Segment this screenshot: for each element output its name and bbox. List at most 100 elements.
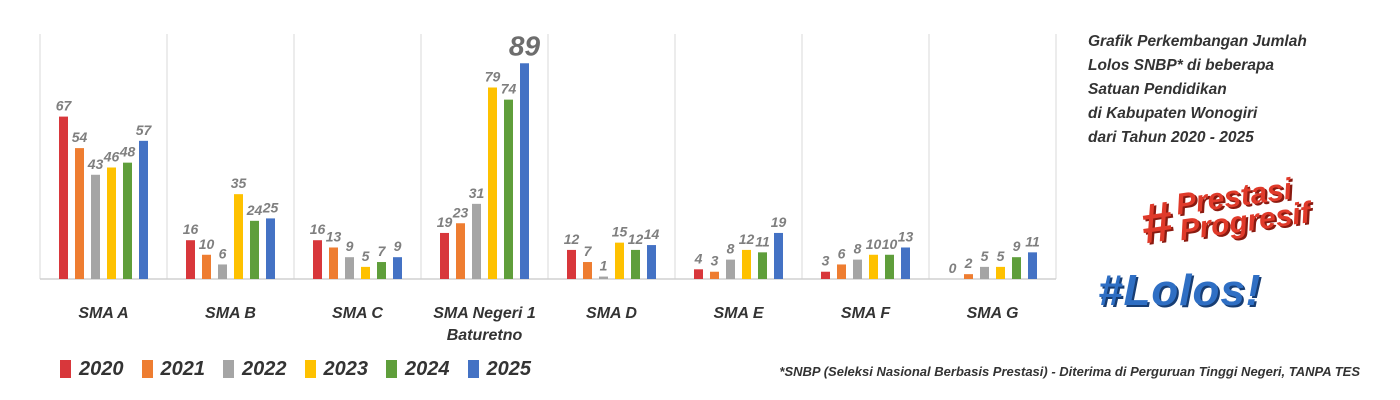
footnote: *SNBP (Seleksi Nasional Berbasis Prestas…	[779, 364, 1360, 379]
bar	[694, 269, 703, 279]
legend-swatch	[223, 360, 234, 378]
data-label: 16	[310, 221, 326, 237]
data-label: 43	[87, 156, 104, 172]
data-label: 54	[72, 129, 88, 145]
bar	[567, 249, 576, 279]
bar	[980, 266, 989, 279]
bar	[393, 257, 402, 279]
data-label: 2	[964, 255, 973, 271]
legend-label: 2021	[160, 357, 206, 380]
data-label: 31	[469, 185, 485, 201]
data-label: 79	[485, 69, 501, 85]
data-label: 3	[711, 253, 719, 269]
title-line: di Kabupaten Wonogiri	[1088, 105, 1258, 122]
data-label: 46	[103, 149, 120, 165]
category-label: SMA A	[78, 305, 128, 322]
bar	[631, 249, 640, 279]
data-label: 4	[694, 250, 703, 266]
category-label: SMA G	[967, 305, 1019, 322]
data-label: 6	[219, 245, 227, 261]
legend-item: 2024	[386, 358, 450, 381]
data-label: 16	[183, 221, 199, 237]
legend-swatch	[467, 360, 479, 378]
bar	[456, 223, 465, 279]
bar	[647, 245, 656, 279]
title-line: Satuan Pendidikan	[1088, 81, 1227, 98]
bar	[742, 249, 751, 279]
data-label: 9	[394, 238, 402, 254]
legend-item: 2020	[60, 358, 124, 381]
data-label: 25	[262, 199, 279, 215]
category-label: Baturetno	[447, 327, 523, 344]
category-label: SMA E	[713, 305, 764, 322]
bar	[59, 116, 68, 279]
data-label: 15	[612, 224, 628, 240]
bar	[139, 140, 148, 279]
title-line: dari Tahun 2020 - 2025	[1088, 129, 1254, 146]
legend-swatch	[60, 360, 71, 378]
legend-label: 2023	[323, 357, 369, 380]
legend-item: 2021	[141, 357, 206, 381]
hashtag-symbol: #	[1136, 188, 1177, 256]
bar	[488, 87, 497, 280]
prestasi-progresif-logo: # Prestasi Progresif	[1136, 169, 1313, 257]
legend-item: 2025	[467, 358, 531, 381]
bar	[75, 148, 84, 279]
bar	[472, 203, 481, 279]
data-label: 5	[362, 248, 370, 264]
bar	[186, 240, 195, 279]
data-label: 23	[452, 204, 469, 220]
legend-label: 2020	[79, 357, 124, 380]
legend-item: 2023	[304, 357, 369, 381]
data-label: 8	[854, 241, 862, 257]
lolos-logo: #Lolos!	[1098, 266, 1262, 315]
bar	[202, 254, 211, 279]
data-label: 9	[346, 238, 354, 254]
chart-legend: 2020 2021 2022 2023 2024 2025	[60, 356, 549, 382]
data-label: 24	[246, 202, 263, 218]
data-label: 8	[727, 241, 735, 257]
legend-label: 2024	[405, 357, 450, 380]
bar	[266, 218, 275, 279]
legend-swatch	[141, 360, 153, 378]
bar	[504, 99, 513, 279]
data-label: 13	[898, 228, 914, 244]
bar	[996, 266, 1005, 279]
bar	[440, 232, 449, 279]
bar	[313, 240, 322, 279]
bar	[821, 271, 830, 279]
bar	[1028, 252, 1037, 279]
bar	[123, 162, 132, 279]
category-label: SMA D	[586, 305, 637, 322]
bar	[869, 254, 878, 279]
category-label: SMA C	[332, 305, 383, 322]
data-label: 1	[600, 258, 608, 274]
data-label: 74	[501, 81, 517, 97]
bar	[345, 257, 354, 279]
data-label: 0	[949, 260, 957, 276]
bar	[218, 264, 227, 279]
bar	[234, 194, 243, 279]
data-label: 9	[1013, 238, 1021, 254]
bar	[964, 274, 973, 279]
data-label: 7	[584, 243, 593, 259]
bar	[91, 174, 100, 279]
bar	[329, 247, 338, 279]
data-label: 67	[56, 98, 73, 114]
category-label: SMA Negeri 1	[433, 305, 536, 322]
bar	[837, 264, 846, 279]
data-label: 14	[644, 226, 660, 242]
data-label: 19	[771, 214, 787, 230]
title-line: Lolos SNBP* di beberapa	[1088, 57, 1275, 74]
data-label: 13	[326, 228, 342, 244]
legend-item: 2022	[223, 358, 287, 381]
chart-title: Grafik Perkembangan Jumlah Lolos SNBP* d…	[1088, 30, 1388, 150]
bar	[583, 262, 592, 279]
legend-swatch	[386, 360, 397, 378]
bar	[758, 252, 767, 279]
bar	[599, 276, 608, 279]
bar	[1012, 257, 1021, 279]
data-label: 19	[437, 214, 453, 230]
bar	[250, 220, 259, 279]
data-label: 5	[981, 248, 989, 264]
